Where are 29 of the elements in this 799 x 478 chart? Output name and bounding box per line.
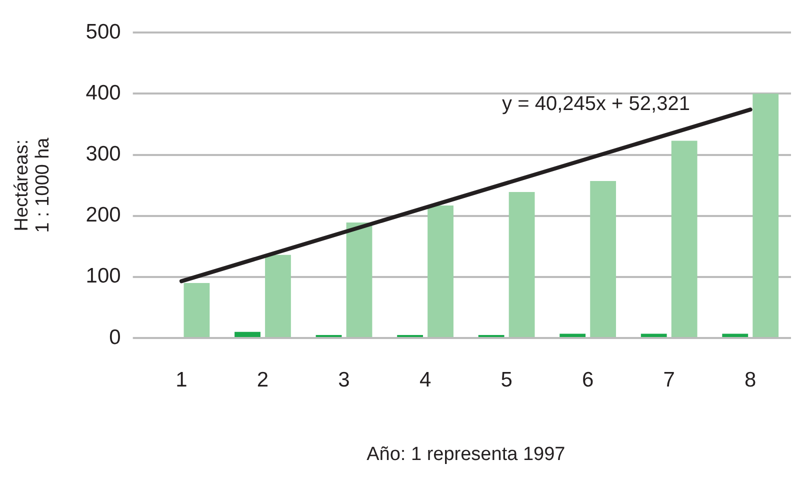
y-tick-label: 500 <box>86 20 121 44</box>
y-tick-label: 300 <box>86 142 121 166</box>
bar <box>346 222 372 337</box>
bar <box>722 334 748 337</box>
x-tick-label: 3 <box>338 368 350 392</box>
x-tick-label: 8 <box>744 368 756 392</box>
y-tick-label: 400 <box>86 81 121 104</box>
bar <box>265 254 291 337</box>
y-tick-label: 100 <box>86 264 121 288</box>
bar <box>752 94 779 337</box>
bar <box>428 205 454 337</box>
y-tick-label: 0 <box>109 326 121 349</box>
bar <box>234 332 260 337</box>
bar <box>184 283 210 337</box>
x-axis-title: Año: 1 representa 1997 <box>366 444 566 465</box>
bar <box>640 334 667 337</box>
x-tick-label: 4 <box>419 368 432 392</box>
bar <box>560 334 586 337</box>
bar <box>671 140 698 337</box>
y-axis-title: Hectáreas: 1 : 1000 ha <box>12 137 54 233</box>
x-tick-label: 6 <box>582 368 594 392</box>
bar <box>590 181 616 337</box>
x-tick-label: 2 <box>256 368 269 392</box>
x-tick-label: 7 <box>663 368 675 392</box>
bar <box>508 192 535 337</box>
y-tick-label: 200 <box>86 204 121 227</box>
x-tick-label: 1 <box>176 368 188 392</box>
annotation: y = 40,245x + 52,321 <box>502 93 690 116</box>
x-tick-label: 5 <box>500 368 512 392</box>
